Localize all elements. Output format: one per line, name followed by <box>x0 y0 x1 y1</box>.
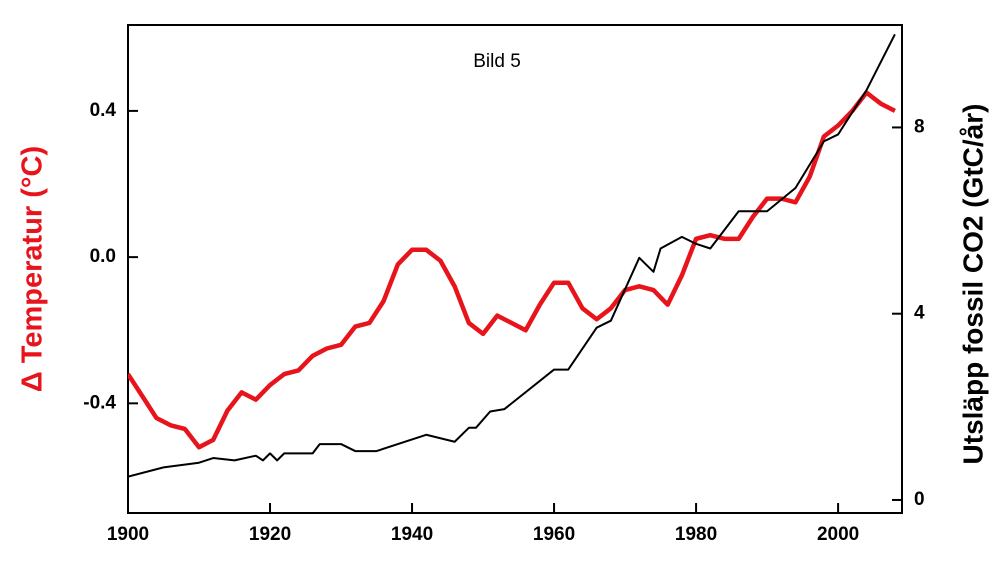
y2-tick-label: 4 <box>914 303 925 324</box>
x-tick-label: 1960 <box>533 524 575 545</box>
y-tick-label: 0.0 <box>90 246 116 267</box>
x-tick-label: 1920 <box>249 524 291 545</box>
series-line <box>128 90 896 450</box>
y2-tick-label: 8 <box>914 116 925 137</box>
plot-area <box>128 33 896 478</box>
x-tick-label: 1940 <box>391 524 433 545</box>
x-tick-label: 1980 <box>675 524 717 545</box>
y2-tick-label: 0 <box>914 489 925 510</box>
x-tick-label: 1900 <box>107 524 149 545</box>
annotation: Bild 5 <box>473 51 521 72</box>
series-line <box>128 33 896 478</box>
y-tick-label: 0.4 <box>90 100 117 121</box>
plot-frame <box>127 24 903 514</box>
y-tick-label: -0.4 <box>83 392 116 413</box>
x-tick-label: 2000 <box>817 524 859 545</box>
y-axis-title: Δ Temperatur (°C) <box>17 146 49 392</box>
y2-axis-title: Utsläpp fossil CO2 (GtC/år) <box>957 104 988 465</box>
